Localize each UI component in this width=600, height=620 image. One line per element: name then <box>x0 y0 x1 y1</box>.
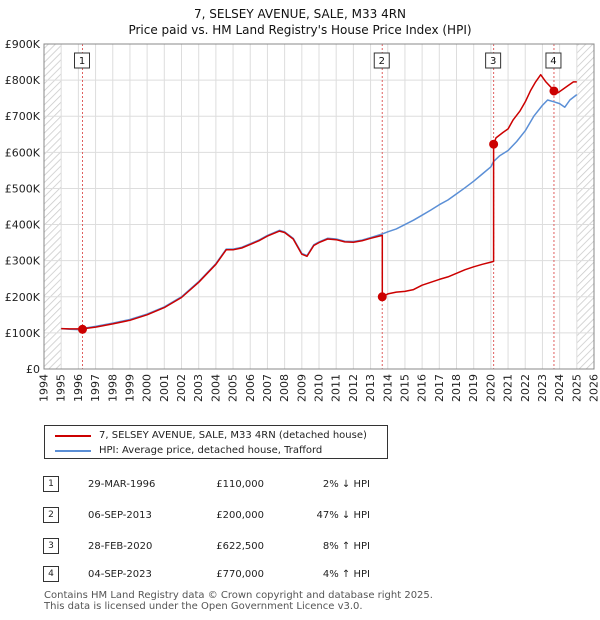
sale-point <box>549 86 559 96</box>
transaction-number-badge: 4 <box>43 566 59 582</box>
x-tick-label: 2024 <box>553 374 566 402</box>
x-tick-label: 2014 <box>381 374 394 402</box>
transaction-date: 06-SEP-2013 <box>88 510 152 521</box>
footer-attribution: Contains HM Land Registry data © Crown c… <box>44 590 433 612</box>
x-tick-label: 2023 <box>536 374 549 402</box>
legend-item-hpi: HPI: Average price, detached house, Traf… <box>55 443 322 458</box>
sale-point <box>377 292 387 302</box>
legend-swatch-hpi <box>55 449 91 452</box>
transaction-label-box <box>545 52 562 69</box>
x-tick-label: 2005 <box>227 374 240 402</box>
transaction-number-badge: 1 <box>43 476 59 492</box>
x-tick-label: 2002 <box>175 374 188 402</box>
x-tick-label: 2013 <box>364 374 377 402</box>
transaction-label-number: 4 <box>550 56 556 67</box>
x-tick-label: 2007 <box>261 374 274 402</box>
legend-item-property: 7, SELSEY AVENUE, SALE, M33 4RN (detache… <box>55 428 367 443</box>
transaction-hpi-diff: 8% ↑ HPI <box>322 541 370 552</box>
legend-label-property: 7, SELSEY AVENUE, SALE, M33 4RN (detache… <box>99 430 367 441</box>
chart-svg: 1 2 3 4 1994 1995 1996 1997 1998 1999 2000 2001 200… <box>5 38 600 402</box>
transaction-price: £622,500 <box>216 541 264 552</box>
transaction-label-number: 3 <box>490 56 496 67</box>
hatched-region <box>576 44 594 369</box>
x-tick-label: 1999 <box>123 374 136 402</box>
transaction-label-box <box>373 52 390 69</box>
y-tick-label: £500K <box>5 182 41 195</box>
transaction-price: £200,000 <box>216 510 264 521</box>
x-tick-label: 2000 <box>141 374 154 402</box>
transaction-date: 04-SEP-2023 <box>88 569 152 580</box>
legend: 7, SELSEY AVENUE, SALE, M33 4RN (detache… <box>44 425 388 459</box>
transaction-hpi-diff: 47% ↓ HPI <box>316 510 370 521</box>
y-tick-label: £0 <box>26 363 40 376</box>
transaction-number-badge: 2 <box>43 507 59 523</box>
x-tick-label: 1996 <box>72 374 85 402</box>
x-tick-label: 2019 <box>467 374 480 402</box>
x-tick-label: 2017 <box>433 374 446 402</box>
footer-license: This data is licensed under the Open Gov… <box>44 601 363 612</box>
x-tick-label: 2021 <box>502 374 515 402</box>
x-tick-label: 2008 <box>278 374 291 402</box>
x-tick-label: 2006 <box>244 374 257 402</box>
x-tick-label: 2011 <box>330 374 343 402</box>
legend-label-hpi: HPI: Average price, detached house, Traf… <box>99 445 323 456</box>
x-tick-label: 2001 <box>158 374 171 402</box>
transaction-label-number: 2 <box>379 56 385 67</box>
chart-title: 7, SELSEY AVENUE, SALE, M33 4RN Price pa… <box>0 6 600 38</box>
y-tick-label: £800K <box>5 74 41 87</box>
x-tick-label: 2025 <box>570 374 583 402</box>
y-tick-label: £200K <box>5 291 41 304</box>
x-tick-label: 1995 <box>55 374 68 402</box>
transaction-price: £770,000 <box>216 569 264 580</box>
transaction-label-number: 1 <box>79 56 85 67</box>
x-tick-label: 1994 <box>38 374 51 402</box>
footer-copyright: Contains HM Land Registry data © Crown c… <box>44 590 433 601</box>
x-tick-label: 2009 <box>295 374 308 402</box>
transaction-number-badge: 3 <box>43 538 59 554</box>
transaction-date: 28-FEB-2020 <box>88 541 153 552</box>
x-tick-label: 2016 <box>416 374 429 402</box>
x-tick-label: 2004 <box>209 374 222 402</box>
legend-swatch-property <box>55 434 91 437</box>
chart-title-line1: 7, SELSEY AVENUE, SALE, M33 4RN <box>193 7 407 21</box>
y-tick-label: £600K <box>5 146 41 159</box>
y-tick-label: £100K <box>5 327 41 340</box>
transaction-date: 29-MAR-1996 <box>88 479 156 490</box>
y-tick-label: £900K <box>5 38 41 51</box>
hatched-region <box>44 44 62 369</box>
x-tick-label: 2022 <box>519 374 532 402</box>
x-tick-label: 2026 <box>588 374 600 402</box>
x-tick-label: 2018 <box>450 374 463 402</box>
transaction-hpi-diff: 4% ↑ HPI <box>322 569 370 580</box>
property-price-line <box>61 73 577 331</box>
x-tick-label: 2003 <box>192 374 205 402</box>
plot-frame <box>43 43 595 370</box>
transaction-label-box <box>485 52 502 69</box>
y-tick-label: £300K <box>5 255 41 268</box>
x-tick-label: 2012 <box>347 374 360 402</box>
transaction-price: £110,000 <box>216 479 264 490</box>
x-tick-label: 1998 <box>106 374 119 402</box>
sale-point <box>489 139 499 149</box>
x-tick-label: 2015 <box>398 374 411 402</box>
chart-title-line2: Price paid vs. HM Land Registry's House … <box>128 23 472 37</box>
transaction-label-box <box>74 52 90 69</box>
x-tick-label: 2010 <box>313 374 326 402</box>
x-tick-label: 1997 <box>89 374 102 402</box>
x-tick-label: 2020 <box>484 374 497 402</box>
y-tick-label: £400K <box>5 219 41 232</box>
sale-point <box>78 324 87 334</box>
transaction-hpi-diff: 2% ↓ HPI <box>322 479 370 490</box>
y-tick-label: £700K <box>5 110 41 123</box>
